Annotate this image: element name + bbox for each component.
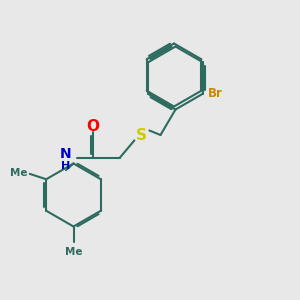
Text: O: O: [86, 119, 100, 134]
Text: S: S: [136, 128, 146, 142]
Text: Me: Me: [10, 168, 27, 178]
Text: N: N: [60, 147, 72, 161]
Text: H: H: [61, 161, 70, 171]
Text: Br: Br: [208, 87, 223, 100]
Text: Me: Me: [65, 247, 82, 257]
